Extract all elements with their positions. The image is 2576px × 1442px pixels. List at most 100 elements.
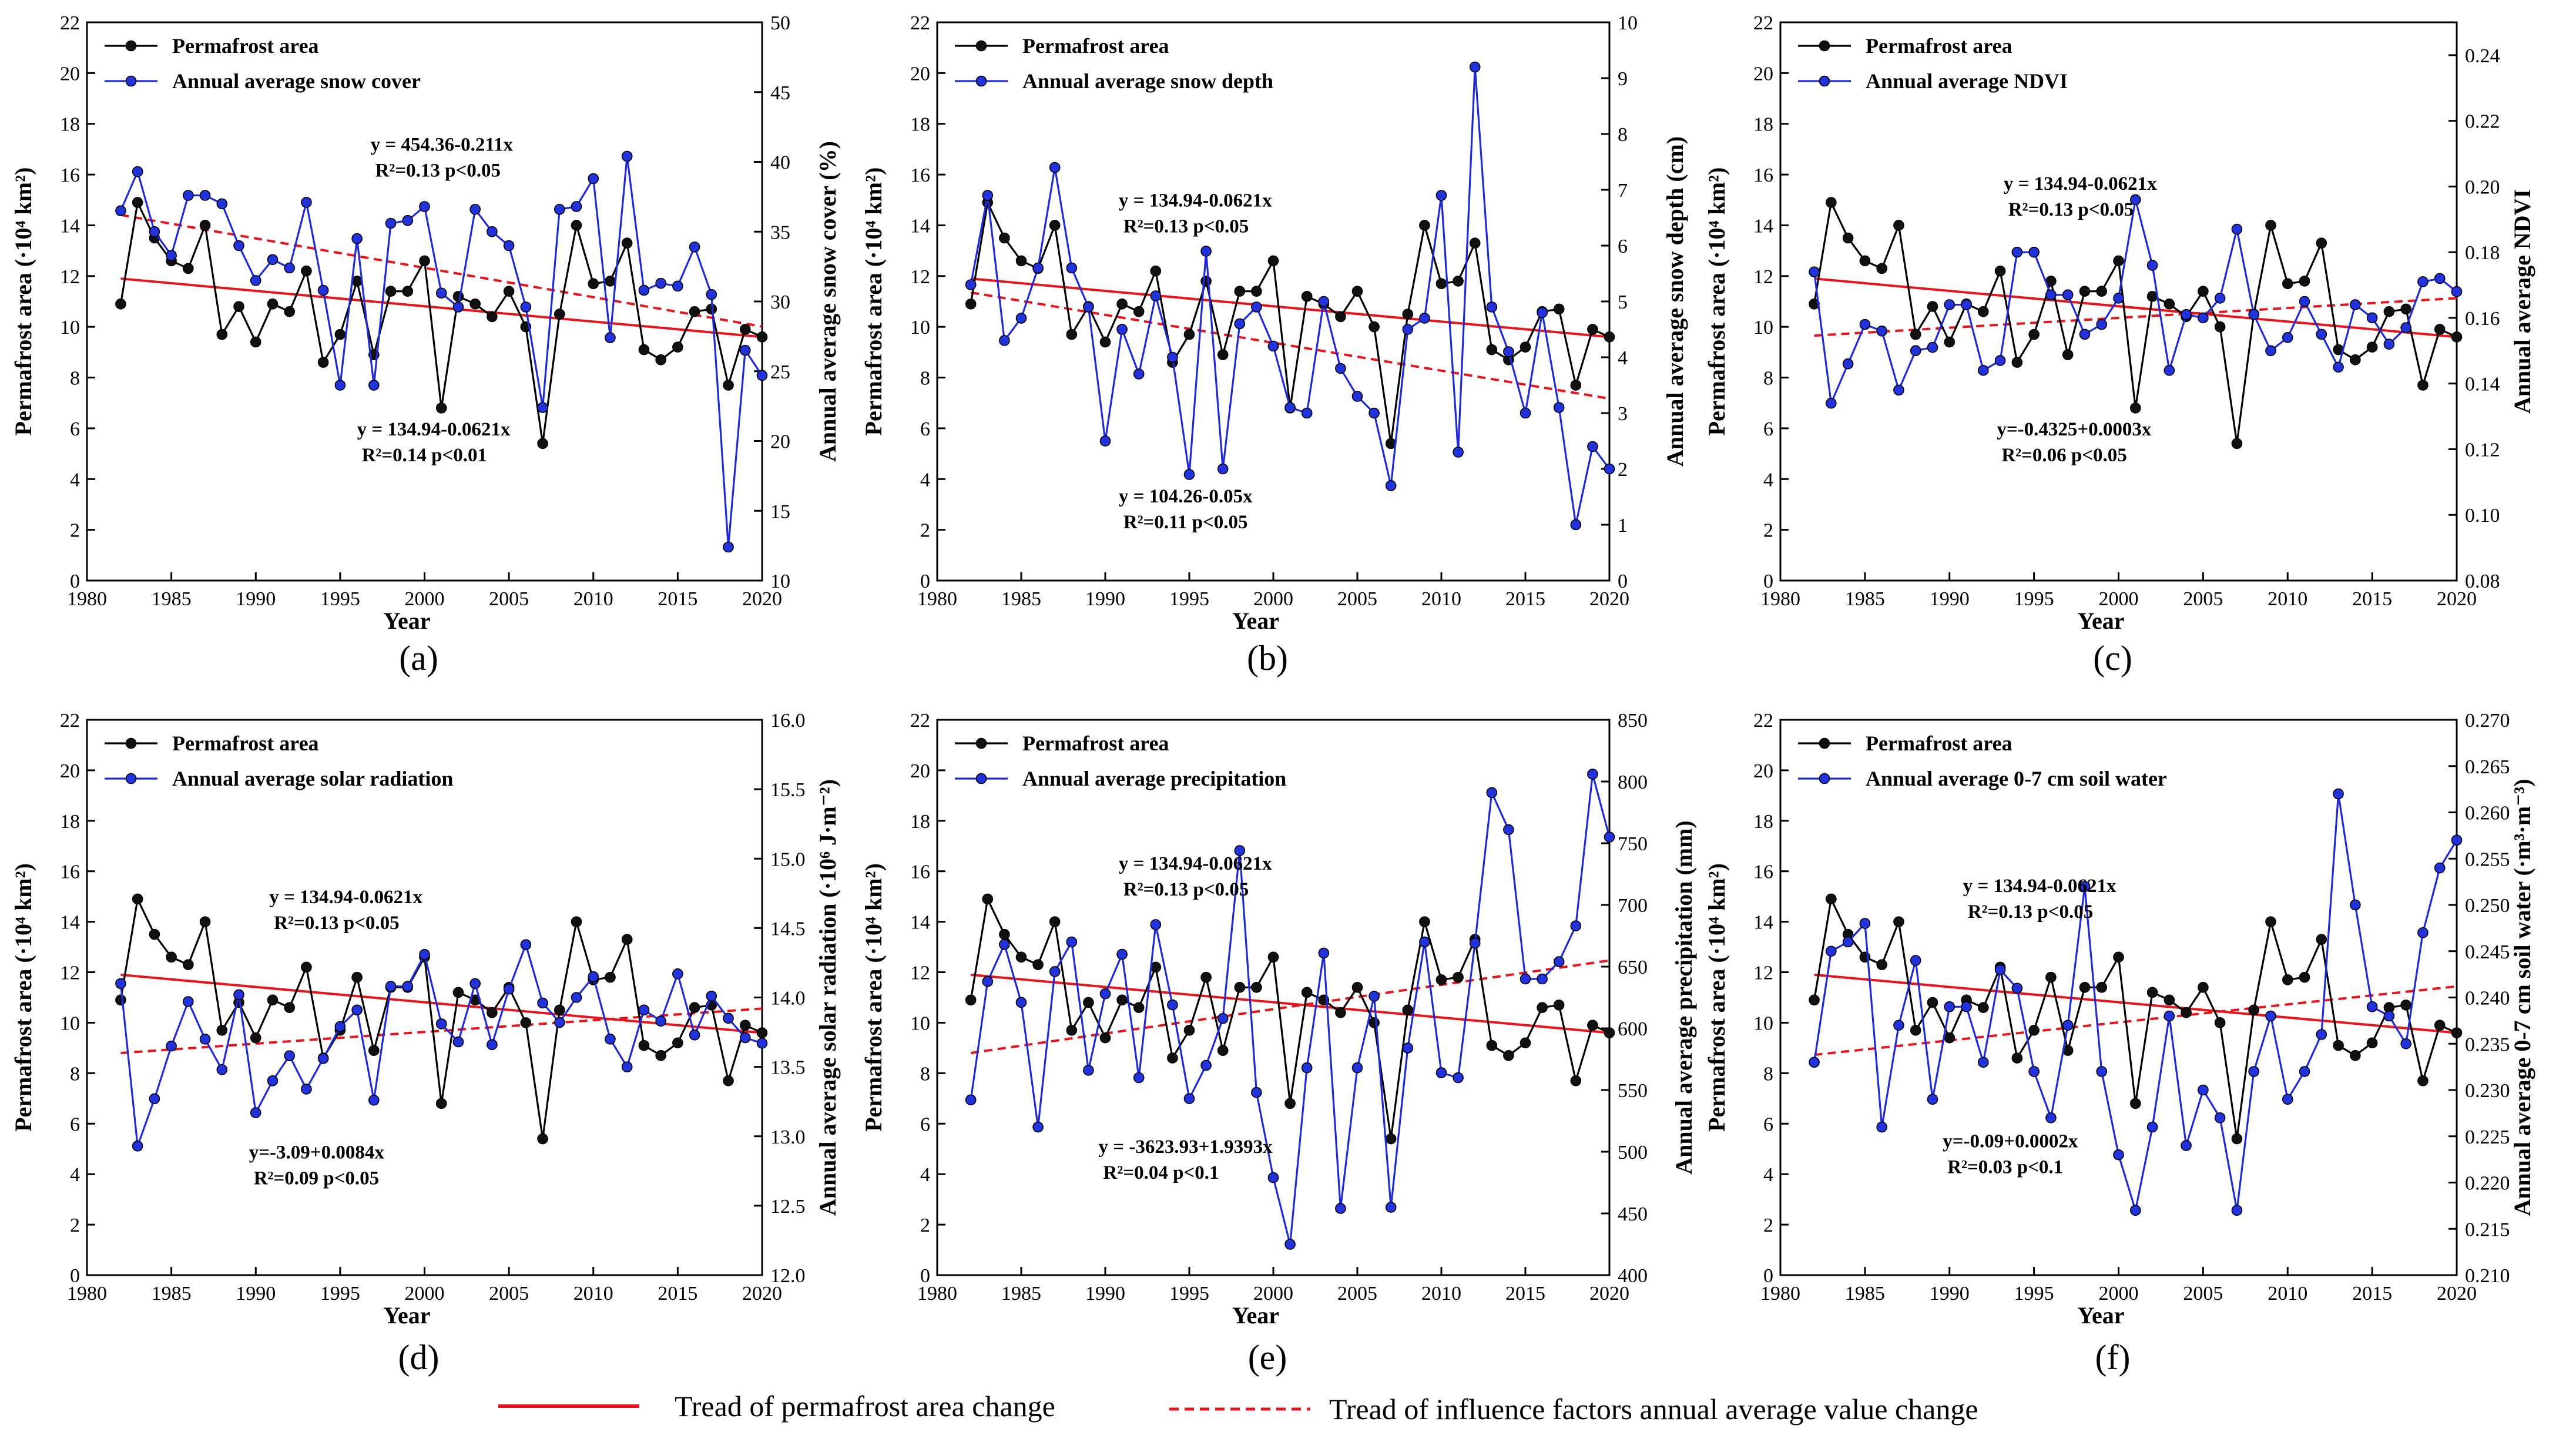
- data-point-permafrost: [250, 336, 261, 348]
- y2-tick-label: 0.08: [2465, 571, 2500, 592]
- data-point-factor: [1335, 1203, 1346, 1214]
- stats-top: R²=0.13 p<0.05: [375, 160, 501, 182]
- y-tick-label: 20: [910, 760, 930, 782]
- data-point-permafrost: [1066, 1025, 1078, 1036]
- data-point-factor: [1351, 1062, 1363, 1074]
- data-point-permafrost: [2366, 1037, 2378, 1049]
- y2-tick-label: 50: [770, 12, 790, 34]
- y-tick-label: 10: [910, 1012, 930, 1034]
- data-point-factor: [402, 981, 414, 992]
- data-point-permafrost: [1200, 971, 1212, 983]
- data-point-permafrost: [1150, 265, 1162, 277]
- y-tick-label: 18: [60, 114, 80, 136]
- data-point-factor: [334, 380, 346, 391]
- data-point-permafrost: [452, 291, 464, 302]
- data-point-factor: [115, 205, 126, 216]
- data-point-permafrost: [672, 341, 683, 353]
- legend-label-factor: Annual average precipitation: [1022, 767, 1286, 790]
- data-point-permafrost: [1910, 328, 1921, 340]
- data-point-permafrost: [435, 403, 447, 414]
- data-point-permafrost: [1284, 1098, 1296, 1109]
- equation-bottom: y = 104.26-0.05x: [1119, 486, 1253, 507]
- data-point-factor: [2045, 1112, 2057, 1124]
- data-point-permafrost: [2214, 321, 2226, 333]
- y2-tick-label: 0.250: [2465, 895, 2510, 917]
- y2-tick-label: 0.225: [2465, 1126, 2510, 1148]
- data-point-factor: [2214, 1112, 2226, 1124]
- data-point-factor: [554, 1017, 565, 1028]
- data-point-permafrost: [284, 306, 296, 317]
- data-point-factor: [672, 968, 683, 980]
- y-tick-label: 20: [1753, 760, 1773, 782]
- legend-label-factor: Annual average snow cover: [172, 69, 421, 93]
- legend-label-factor: Annual average NDVI: [1866, 69, 2068, 93]
- data-point-factor: [1368, 991, 1380, 1002]
- data-point-factor: [250, 275, 261, 286]
- data-point-factor: [689, 242, 700, 253]
- y-tick-label: 0: [70, 1265, 80, 1287]
- data-point-permafrost: [1368, 1017, 1380, 1028]
- data-point-permafrost: [605, 276, 616, 287]
- data-point-factor: [706, 990, 717, 1002]
- y-tick-label: 14: [910, 912, 930, 934]
- data-point-permafrost: [132, 197, 143, 208]
- data-point-permafrost: [2096, 286, 2108, 297]
- legend-label-factor: Annual average snow depth: [1022, 69, 1273, 93]
- y-axis-label: Permafrost area (·10⁴ km²): [1703, 167, 1730, 436]
- legend-label-permafrost: Permafrost area: [1866, 34, 2012, 58]
- data-point-factor: [1537, 307, 1548, 318]
- data-point-factor: [317, 284, 329, 296]
- data-point-permafrost: [1301, 987, 1313, 998]
- x-axis-label: Year: [384, 608, 431, 634]
- legend-marker-permafrost: [975, 737, 987, 749]
- data-point-factor: [1150, 290, 1162, 301]
- data-point-factor: [149, 1093, 160, 1105]
- x-tick-label: 2000: [1253, 588, 1293, 610]
- x-axis-label: Year: [2078, 1302, 2125, 1329]
- data-point-factor: [2214, 293, 2226, 304]
- data-point-factor: [706, 289, 717, 300]
- data-point-permafrost: [2062, 349, 2074, 360]
- data-point-permafrost: [2350, 1049, 2361, 1061]
- data-point-factor: [2146, 260, 2158, 271]
- series-line-factor: [970, 773, 1611, 1245]
- data-point-factor: [503, 984, 515, 995]
- data-point-factor: [1385, 1202, 1397, 1213]
- panel-f: 1980 1985 1990 1995 2000 2005 2010 2015 20200246…: [1703, 710, 2535, 1377]
- x-tick-label: 2005: [2183, 1283, 2223, 1304]
- legend-marker-factor: [1819, 773, 1830, 784]
- x-tick-label: 2015: [1505, 588, 1545, 610]
- data-point-factor: [435, 1018, 447, 1029]
- data-point-factor: [2011, 982, 2023, 994]
- x-tick-label: 1980: [1760, 588, 1800, 610]
- panel-label: (d): [398, 1338, 440, 1377]
- y-tick-label: 14: [1753, 912, 1773, 934]
- data-point-permafrost: [351, 276, 363, 287]
- data-point-permafrost: [1419, 916, 1430, 927]
- data-point-permafrost: [2079, 982, 2091, 993]
- data-point-factor: [1876, 325, 1887, 337]
- data-point-permafrost: [2417, 1075, 2429, 1086]
- data-point-factor: [2164, 365, 2175, 376]
- y-tick-label: 8: [70, 1063, 80, 1085]
- data-point-permafrost: [1385, 1133, 1397, 1145]
- data-point-factor: [537, 997, 548, 1009]
- stats-bottom: R²=0.09 p<0.05: [254, 1168, 379, 1189]
- data-point-permafrost: [2146, 987, 2158, 998]
- data-point-permafrost: [1116, 994, 1128, 1006]
- data-point-factor: [2079, 328, 2091, 340]
- data-point-permafrost: [2146, 291, 2158, 302]
- y-tick-label: 12: [910, 963, 930, 984]
- panel-label: (b): [1247, 639, 1288, 678]
- data-point-factor: [1486, 787, 1498, 799]
- x-tick-label: 2000: [1253, 1283, 1293, 1304]
- legend-marker-permafrost: [1819, 40, 1830, 52]
- data-point-factor: [1200, 246, 1212, 257]
- data-point-factor: [1318, 296, 1330, 307]
- data-point-permafrost: [2181, 1007, 2192, 1018]
- y2-tick-label: 0.245: [2465, 941, 2510, 963]
- data-point-permafrost: [1927, 997, 1938, 1008]
- data-point-permafrost: [301, 265, 312, 277]
- data-point-factor: [1083, 301, 1094, 313]
- data-point-factor: [1842, 936, 1854, 948]
